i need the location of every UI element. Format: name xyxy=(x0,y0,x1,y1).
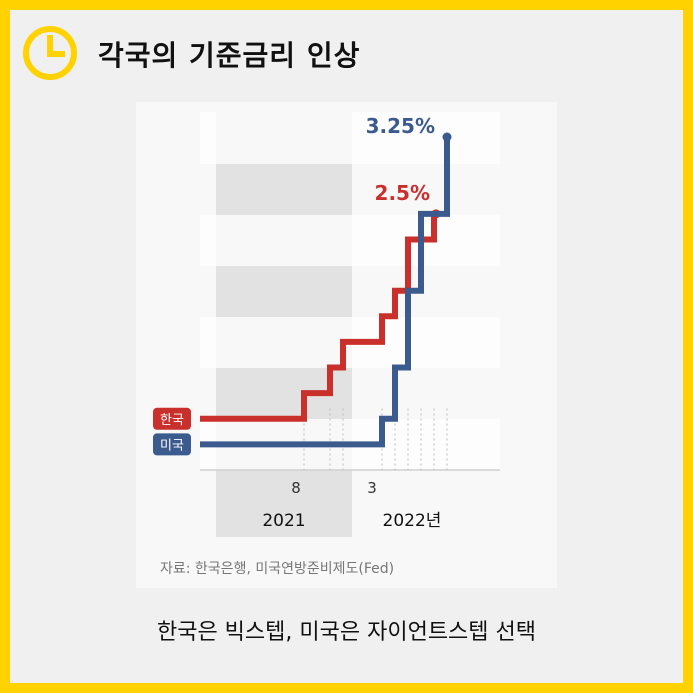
page-title: 각국의 기준금리 인상 xyxy=(98,39,361,72)
series-line-us xyxy=(200,137,450,448)
grid-band-0 xyxy=(200,112,500,164)
x-tick-label: 8 xyxy=(291,479,301,497)
series-end-label-us: 3.25% xyxy=(366,114,435,138)
legend-label-us: 미국 xyxy=(160,438,184,453)
caption: 한국은 빅스텝, 미국은 자이언트스텝 선택 xyxy=(156,620,537,645)
grid-band-1 xyxy=(200,215,500,266)
legend-badge-us xyxy=(153,433,191,456)
legend-badge-korea xyxy=(153,407,191,430)
clock-icon xyxy=(23,26,77,80)
year-label: 2021 xyxy=(262,511,305,531)
series-end-label-korea: 2.5% xyxy=(375,181,430,205)
source-note: 자료: 한국은행, 미국연방준비제도(Fed) xyxy=(160,561,395,577)
series-end-dot-us xyxy=(442,132,452,142)
series-line-korea xyxy=(200,213,437,422)
x-tick-label: 3 xyxy=(367,479,377,497)
legend-label-korea: 한국 xyxy=(160,413,184,428)
year-label: 2022년 xyxy=(383,511,442,531)
